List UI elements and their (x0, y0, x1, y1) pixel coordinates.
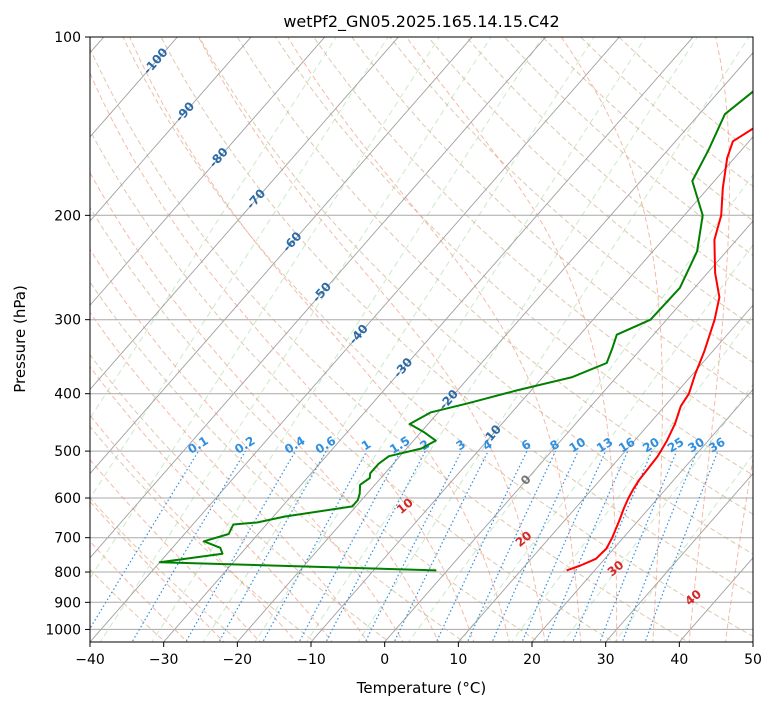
isotherm-line (457, 304, 753, 642)
isotherm-line (384, 220, 753, 642)
dry-adiabat-line (236, 37, 753, 515)
y-tick-label: 1000 (45, 622, 81, 638)
x-tick-label: 10 (449, 652, 467, 668)
background-lines (90, 37, 753, 642)
mixing-ratio-line (621, 450, 698, 642)
isotherm-line (531, 388, 753, 642)
x-tick-label: 50 (744, 652, 762, 668)
isotherm-line (90, 37, 252, 222)
moist-adiabat-line (90, 171, 440, 642)
isotherm-line (163, 37, 694, 642)
dry-adiabat-line (198, 37, 753, 555)
mixing-ratio-line (644, 450, 719, 642)
isotherm-line (90, 37, 178, 138)
y-tick-label: 100 (54, 30, 81, 46)
isotherm-line (90, 37, 326, 306)
x-tick-label: −30 (149, 652, 179, 668)
guide-line (90, 37, 389, 500)
mixing-ratio-line (298, 450, 402, 642)
y-tick-label: 400 (54, 387, 81, 403)
mixing-ratio-line (435, 450, 528, 642)
dry-adiabat-line (160, 37, 753, 596)
x-tick-label: −40 (75, 652, 105, 668)
x-axis-label: Temperature (°C) (356, 679, 486, 697)
sounding-line (566, 127, 753, 572)
guide-line (90, 37, 337, 420)
y-tick-label: 800 (54, 565, 81, 581)
dry-adiabat-line (351, 37, 753, 400)
sounding-series (158, 90, 753, 572)
mixing-ratio-line (90, 450, 200, 630)
x-tick-label: −10 (296, 652, 326, 668)
x-tick-label: 40 (670, 652, 688, 668)
x-tick-label: 30 (597, 652, 615, 668)
moist-adiabat-line (90, 366, 333, 642)
y-tick-label: 600 (54, 491, 81, 507)
isotherm-line (90, 37, 399, 391)
isotherm-line (90, 37, 473, 475)
isotherm-line (90, 37, 620, 642)
x-tick-label: 20 (523, 652, 541, 668)
y-tick-label: 900 (54, 595, 81, 611)
y-axis-label: Pressure (hPa) (11, 285, 29, 393)
y-tick-label: 200 (54, 208, 81, 224)
x-tick-label: 0 (380, 652, 389, 668)
guide-line (90, 37, 440, 580)
y-axis: 100 200 300 400 500 600 700 800 900 1000 (45, 30, 90, 638)
x-axis: −40 −30 −20 −10 0 10 20 30 40 50 (75, 642, 762, 668)
dry-adiabat-line (389, 37, 753, 364)
isotherm-line (605, 472, 753, 642)
y-tick-label: 700 (54, 531, 81, 547)
isotherm-line (310, 136, 753, 642)
mixing-ratio-line (599, 450, 678, 642)
y-tick-label: 300 (54, 313, 81, 329)
dry-adiabat-line (90, 129, 615, 642)
mixing-ratio-line (466, 450, 557, 642)
plot-frame (89, 36, 754, 643)
mixing-ratio-line (364, 450, 463, 642)
mixing-ratio-line (572, 450, 653, 642)
dry-adiabat-line (275, 37, 753, 476)
isotherm-line (236, 52, 753, 642)
mixing-ratio-line (131, 450, 246, 642)
mixing-ratio-line (325, 450, 426, 642)
y-tick-label: 500 (54, 444, 81, 460)
sounding-line (158, 90, 753, 572)
x-tick-label: −20 (223, 652, 253, 668)
chart-title: wetPf2_GN05.2025.165.14.15.C42 (283, 12, 559, 32)
dry-adiabat-line (90, 353, 391, 642)
isotherm-line (90, 37, 547, 559)
